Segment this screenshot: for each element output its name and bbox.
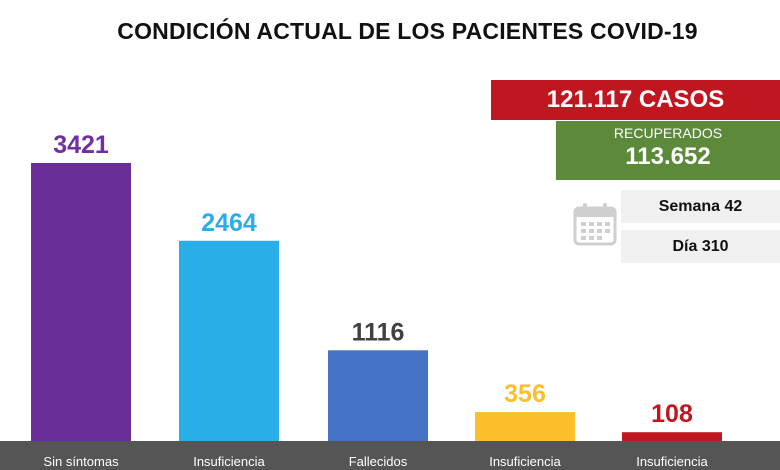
bar bbox=[328, 350, 428, 441]
recovered-value: 113.652 bbox=[625, 143, 711, 170]
data-label: 356 bbox=[504, 380, 546, 408]
data-label: 108 bbox=[651, 400, 693, 428]
recovered-panel: RECUPERADOS 113.652 bbox=[556, 121, 780, 180]
x-tick-label: Sin síntomas bbox=[43, 454, 119, 469]
x-axis-labels: Sin síntomas Insuficiencia Fallecidos Insuf… bbox=[0, 454, 780, 470]
x-tick-label: Insuficiencia bbox=[489, 454, 561, 469]
bar bbox=[622, 432, 722, 441]
bar-chart: 3421 2464 1116 356 108 bbox=[31, 131, 722, 441]
data-label: 3421 bbox=[53, 131, 109, 159]
bar bbox=[31, 163, 131, 441]
calendar-icon bbox=[573, 203, 617, 246]
data-label: 2464 bbox=[201, 209, 257, 237]
day-badge: Día 310 bbox=[621, 230, 780, 263]
chart-title: CONDICIÓN ACTUAL DE LOS PACIENTES COVID-… bbox=[117, 18, 698, 44]
x-tick-label: Insuficiencia bbox=[193, 454, 265, 469]
x-axis-band bbox=[0, 441, 780, 470]
week-badge: Semana 42 bbox=[621, 190, 780, 223]
recovered-label: RECUPERADOS bbox=[613, 125, 723, 141]
bar bbox=[475, 412, 575, 441]
x-tick-label: Insuficiencia bbox=[636, 454, 708, 469]
x-tick-label: Fallecidos bbox=[348, 454, 408, 469]
data-label: 1116 bbox=[352, 318, 405, 346]
bar bbox=[179, 240, 279, 441]
total-cases-banner: 121.117 CASOS bbox=[491, 80, 780, 120]
